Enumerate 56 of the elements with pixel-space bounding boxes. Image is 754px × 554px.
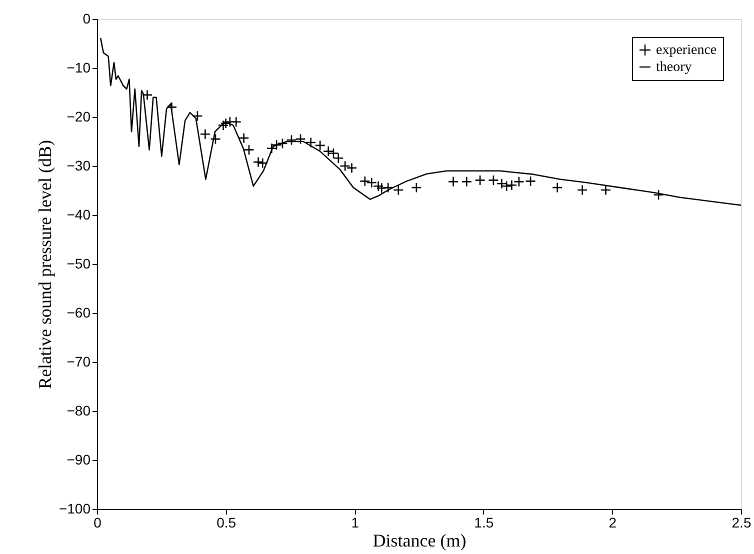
y-tick-label: 0 <box>82 10 91 26</box>
y-tick-label: −90 <box>66 452 91 468</box>
x-tick-label: 2.5 <box>732 514 752 530</box>
x-tick-label: 1.5 <box>474 514 494 530</box>
y-tick-label: −10 <box>66 60 91 76</box>
point <box>382 182 394 193</box>
legend-label: theory <box>656 60 692 75</box>
point <box>552 182 563 193</box>
point <box>295 134 306 144</box>
point <box>257 158 268 168</box>
point <box>600 184 612 196</box>
point <box>488 174 499 186</box>
point <box>360 176 370 187</box>
point <box>277 138 288 149</box>
point <box>346 162 358 174</box>
y-tick-label: −50 <box>66 256 91 272</box>
x-tick-label: 2 <box>608 514 617 530</box>
point <box>411 182 422 193</box>
point <box>525 176 536 187</box>
point <box>200 128 211 140</box>
point <box>474 174 486 186</box>
x-tick-label: 0 <box>94 514 102 530</box>
point <box>653 190 664 200</box>
point <box>244 144 254 156</box>
x-tick-label: 0.5 <box>216 514 236 530</box>
point <box>192 110 203 122</box>
y-tick-label: −40 <box>66 206 91 222</box>
line-series <box>100 37 741 206</box>
point <box>142 90 153 100</box>
point <box>271 140 282 150</box>
y-tick-label: −80 <box>66 402 91 418</box>
point <box>238 132 250 144</box>
point <box>266 142 278 154</box>
x-tick-label: 1 <box>351 514 360 530</box>
legend-label: experience <box>656 43 717 58</box>
point <box>448 176 459 188</box>
point <box>393 184 404 196</box>
point <box>340 160 350 172</box>
x-axis-title: Distance (m) <box>372 530 466 550</box>
point <box>286 134 297 146</box>
point <box>376 182 388 194</box>
point <box>576 184 588 196</box>
point <box>230 116 242 128</box>
y-tick-label: −30 <box>66 158 91 174</box>
y-tick-label: −60 <box>66 304 91 320</box>
point <box>461 176 472 188</box>
point <box>506 180 518 191</box>
y-tick-label: −70 <box>66 354 91 370</box>
point <box>314 140 326 151</box>
point <box>514 176 524 188</box>
point <box>218 120 229 131</box>
y-tick-label: −20 <box>66 108 91 124</box>
y-tick-label: −100 <box>58 500 91 516</box>
point <box>305 137 316 148</box>
point <box>210 134 221 144</box>
y-axis-title: Relative sound pressure level (dB) <box>34 140 55 389</box>
